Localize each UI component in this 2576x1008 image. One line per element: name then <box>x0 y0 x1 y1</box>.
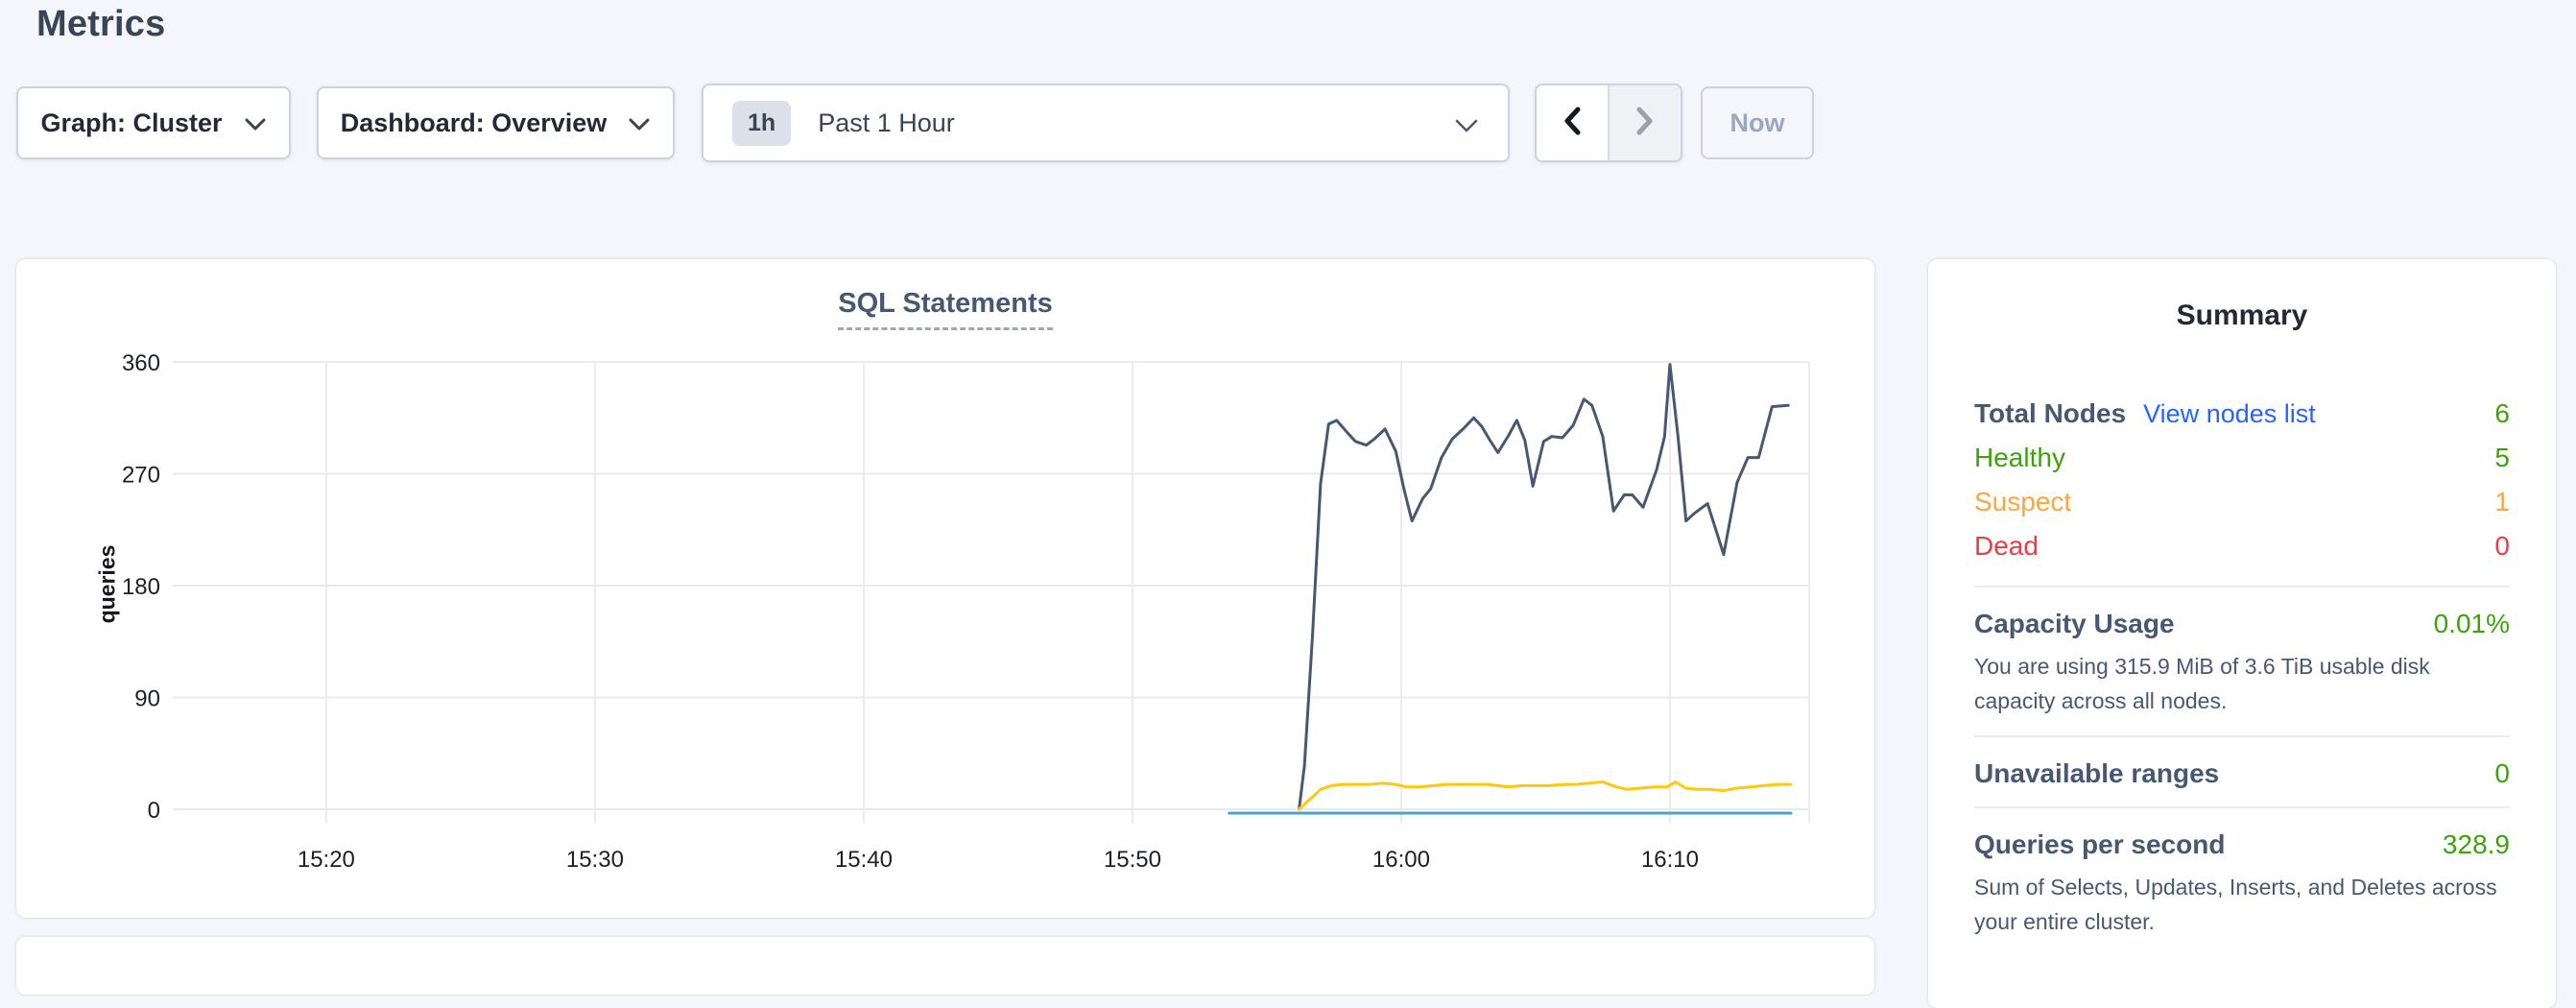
divider <box>1974 586 2510 588</box>
summary-title: Summary <box>2176 300 2308 331</box>
dead-value: 0 <box>2494 531 2510 561</box>
chevron-left-icon <box>1560 105 1585 142</box>
previous-timeframe-button[interactable] <box>1537 85 1608 160</box>
divider <box>1974 806 2510 808</box>
chevron-right-icon <box>1633 105 1658 142</box>
y-tick-label: 270 <box>122 463 160 489</box>
toolbar: Graph: Cluster Dashboard: Overview 1h Pa… <box>16 84 1814 162</box>
chevron-down-icon <box>244 108 267 138</box>
series-yellow-line <box>1298 780 1793 811</box>
healthy-label: Healthy <box>1974 443 2065 472</box>
y-tick-label: 90 <box>134 686 160 712</box>
time-range-selector[interactable]: 1h Past 1 Hour <box>702 84 1510 162</box>
queries-per-second-row: Queries per second 328.9 <box>1928 829 2556 860</box>
healthy-nodes-row: Healthy 5 <box>1928 436 2556 480</box>
summary-panel: Summary Total Nodes View nodes list 6 He… <box>1928 259 2556 1008</box>
series-navy-line <box>1298 363 1790 811</box>
healthy-value: 5 <box>2494 443 2510 472</box>
capacity-usage-row: Capacity Usage 0.01% <box>1928 609 2556 639</box>
dead-label: Dead <box>1974 531 2039 561</box>
x-tick-label: 15:40 <box>835 847 893 873</box>
total-nodes-value: 6 <box>2494 398 2510 428</box>
divider <box>1974 735 2510 737</box>
now-button[interactable]: Now <box>1701 86 1814 159</box>
suspect-label: Suspect <box>1974 487 2072 516</box>
x-tick-label: 15:30 <box>566 847 624 873</box>
y-tick-label: 0 <box>148 798 160 824</box>
unavailable-ranges-value: 0 <box>2494 758 2510 788</box>
unavailable-ranges-label: Unavailable ranges <box>1974 758 2220 788</box>
total-nodes-row: Total Nodes View nodes list 6 <box>1928 392 2556 436</box>
chevron-down-icon <box>1454 118 1479 138</box>
chart-title[interactable]: SQL Statements <box>838 288 1053 330</box>
sql-statements-plot-area[interactable]: 0 90 180 270 360 15:20 15:30 15:40 15:50 16:00 16:… <box>16 259 1874 918</box>
x-tick-label: 16:00 <box>1372 847 1430 873</box>
unavailable-ranges-row: Unavailable ranges 0 <box>1928 758 2556 789</box>
capacity-usage-label: Capacity Usage <box>1974 609 2175 638</box>
suspect-nodes-row: Suspect 1 <box>1928 480 2556 524</box>
suspect-value: 1 <box>2494 487 2510 516</box>
graph-dropdown-label: Graph: Cluster <box>40 108 223 137</box>
queries-per-second-label: Queries per second <box>1974 829 2226 859</box>
x-tick-label: 16:10 <box>1641 847 1699 873</box>
time-range-badge: 1h <box>732 100 792 146</box>
y-tick-label: 360 <box>122 350 160 376</box>
dead-nodes-row: Dead 0 <box>1928 524 2556 568</box>
graph-dropdown[interactable]: Graph: Cluster <box>16 86 291 159</box>
queries-per-second-value: 328.9 <box>2442 829 2510 859</box>
chevron-down-icon <box>628 108 651 138</box>
x-tick-label: 15:50 <box>1104 847 1161 873</box>
y-tick-label: 180 <box>122 574 160 600</box>
view-nodes-list-link[interactable]: View nodes list <box>2143 399 2316 428</box>
queries-per-second-description: Sum of Selects, Updates, Inserts, and De… <box>1974 875 2497 934</box>
capacity-usage-description: You are using 315.9 MiB of 3.6 TiB usabl… <box>1974 654 2430 713</box>
dashboard-dropdown[interactable]: Dashboard: Overview <box>317 86 675 159</box>
time-range-label: Past 1 Hour <box>818 108 955 137</box>
next-chart-card <box>16 937 1874 995</box>
x-tick-label: 15:20 <box>298 847 355 873</box>
page-title: Metrics <box>36 4 166 44</box>
time-shift-control <box>1535 84 1682 162</box>
sql-statements-chart-card: SQL Statements queries 0 90 180 270 360 15:20… <box>16 259 1874 918</box>
next-timeframe-button[interactable] <box>1608 85 1681 160</box>
dashboard-dropdown-label: Dashboard: Overview <box>340 108 608 137</box>
capacity-usage-value: 0.01% <box>2433 609 2510 638</box>
total-nodes-label: Total Nodes <box>1974 398 2127 428</box>
